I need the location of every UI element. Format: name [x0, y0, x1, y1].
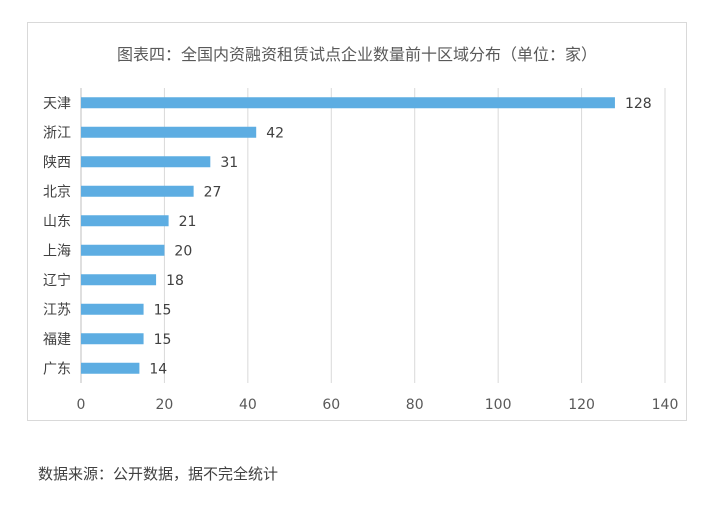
bar [81, 126, 257, 138]
category-label: 浙江 [43, 125, 71, 141]
bar [81, 333, 144, 345]
bar [81, 156, 211, 168]
data-label: 15 [154, 332, 172, 348]
bar [81, 215, 169, 227]
x-tick-label: 60 [322, 397, 340, 413]
data-label: 15 [154, 302, 172, 318]
bar [81, 97, 615, 109]
bar [81, 303, 144, 315]
x-tick-label: 100 [485, 397, 512, 413]
category-label: 福建 [43, 332, 71, 348]
category-label: 天津 [43, 96, 71, 112]
data-label: 27 [204, 184, 222, 200]
bar [81, 274, 157, 286]
x-tick-label: 0 [77, 397, 86, 413]
source-note: 数据来源：公开数据，据不完全统计 [38, 465, 279, 483]
x-tick-label: 20 [156, 397, 174, 413]
chart-title: 图表四：全国内资融资租赁试点企业数量前十区域分布（单位：家） [116, 45, 597, 64]
category-label: 广东 [43, 361, 71, 377]
x-tick-label: 140 [652, 397, 679, 413]
category-label: 陕西 [43, 155, 71, 171]
category-label: 上海 [43, 243, 71, 259]
bar [81, 185, 194, 197]
bar [81, 362, 140, 374]
bar [81, 244, 165, 256]
category-label: 辽宁 [43, 272, 71, 289]
x-tick-label: 40 [239, 397, 257, 413]
x-tick-label: 80 [406, 397, 424, 413]
category-label: 山东 [43, 214, 71, 230]
data-label: 14 [149, 361, 167, 377]
category-label: 北京 [43, 184, 71, 200]
category-label: 江苏 [43, 302, 71, 318]
data-label: 20 [174, 243, 192, 259]
x-tick-label: 120 [568, 397, 595, 413]
data-label: 21 [179, 214, 197, 230]
data-label: 42 [266, 125, 284, 141]
data-label: 18 [166, 273, 184, 289]
data-label: 31 [220, 155, 238, 171]
data-label: 128 [625, 96, 652, 112]
